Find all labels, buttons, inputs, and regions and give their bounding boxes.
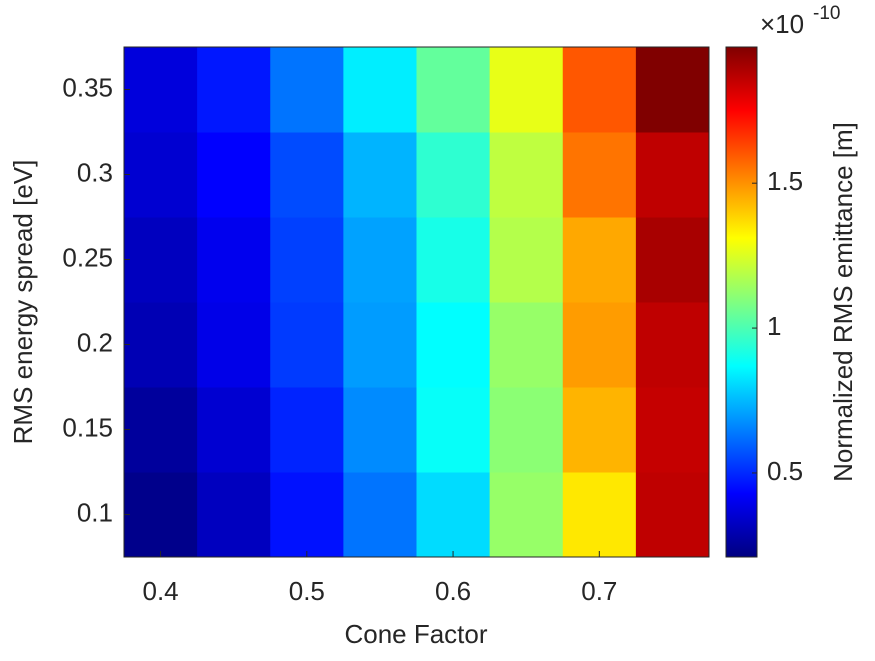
heatmap-cell [124,132,198,218]
heatmap-cell [489,472,564,558]
heatmap-cell [197,217,271,303]
heatmap-cell [343,472,417,558]
heatmap-cell [124,472,198,558]
x-axis-label: Cone Factor [344,619,487,649]
x-tick-label: 0.4 [142,576,178,606]
heatmap-cell [343,132,417,218]
heatmap-cell [562,472,637,558]
heatmap-cell [562,47,637,133]
heatmap-cell [124,387,198,473]
y-tick-label: 0.3 [77,157,113,187]
heatmap-cell [635,472,710,558]
heatmap-cell [489,217,564,303]
heatmap-cell [197,472,271,558]
y-tick-label: 0.35 [62,72,113,102]
heatmap-cell [562,217,637,303]
heatmap-cell [416,472,491,558]
y-tick-label: 0.2 [77,327,113,357]
heatmap-cell [270,217,344,303]
heatmap-cell [343,217,417,303]
colorbar [725,46,758,558]
heatmap-cell [343,302,417,388]
y-tick-label: 0.15 [62,412,113,442]
heatmap-cell [416,217,491,303]
heatmap-cell [489,387,564,473]
heatmap-cell [270,472,344,558]
colorbar-tick-label: 1.5 [767,166,803,196]
heatmap-cell [270,302,344,388]
heatmap-cell [197,132,271,218]
heatmap-cell [197,387,271,473]
heatmap-cell [416,302,491,388]
heatmap-cell [416,387,491,473]
colorbar-label: Normalized RMS emittance [m] [828,122,858,482]
heatmap-cell [124,47,198,133]
heatmap-cell [562,302,637,388]
heatmap-cell [197,47,271,133]
x-tick-label: 0.7 [581,576,617,606]
y-tick-label: 0.1 [77,497,113,527]
heatmap-cell [489,302,564,388]
heatmap-cell [416,47,491,133]
heatmap-cell [343,47,417,133]
heatmap-cell [635,302,710,388]
colorbar-exponent: -10 [813,3,840,24]
heatmap-cell [124,302,198,388]
y-tick-label: 0.25 [62,242,113,272]
heatmap-cell [635,217,710,303]
heatmap-cell [270,132,344,218]
heatmap-cell [270,47,344,133]
heatmap-cell [489,132,564,218]
heatmap-cell [124,217,198,303]
colorbar-tick-label: 0.5 [767,456,803,486]
heatmap-cell [562,132,637,218]
heatmap-cell [635,47,710,133]
colorbar-multiplier: ×10 [760,9,804,39]
colorbar-tick-label: 1 [767,311,781,341]
x-tick-label: 0.5 [289,576,325,606]
heatmap-cell [343,387,417,473]
plot-frame [123,46,710,558]
heatmap-cell [416,132,491,218]
y-axis-label: RMS energy spread [eV] [8,160,38,445]
heatmap-cell [635,132,710,218]
heatmap-cell [635,387,710,473]
heatmap-cell [489,47,564,133]
heatmap-cell [270,387,344,473]
heatmap-cell [197,302,271,388]
heatmap-cell [562,387,637,473]
x-tick-label: 0.6 [435,576,471,606]
